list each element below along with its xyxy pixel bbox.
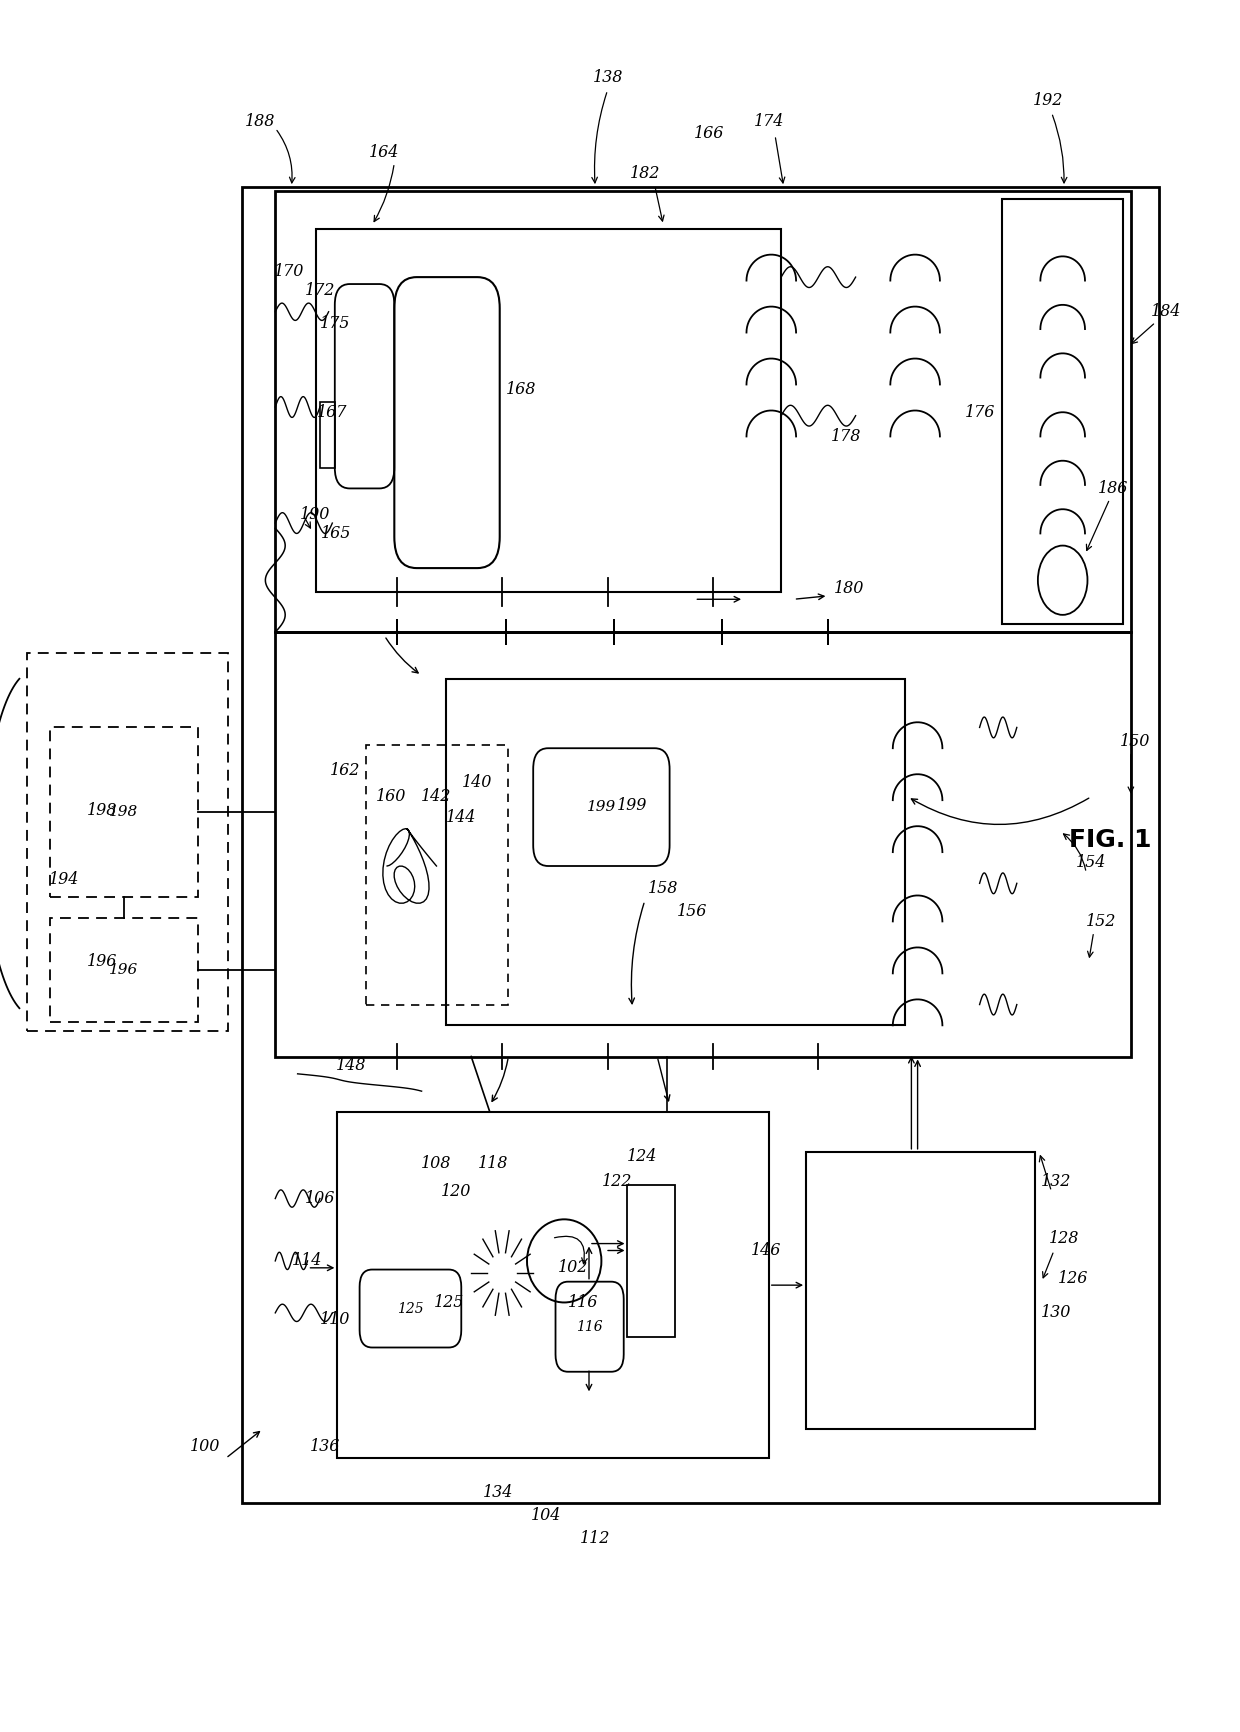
Bar [446, 679, 905, 1025]
Text: 178: 178 [831, 428, 861, 445]
Text: 170: 170 [274, 263, 304, 281]
Text: 188: 188 [246, 113, 275, 130]
Text: 106: 106 [305, 1190, 335, 1207]
Text: 122: 122 [603, 1173, 632, 1190]
Text: 175: 175 [320, 315, 350, 333]
Text: 146: 146 [751, 1242, 781, 1259]
Text: 180: 180 [835, 580, 864, 598]
Text: 186: 186 [1099, 480, 1128, 497]
Bar [242, 187, 1159, 1503]
Text: 164: 164 [370, 144, 399, 161]
Text: 172: 172 [305, 282, 335, 300]
Text: 124: 124 [627, 1148, 657, 1166]
Bar [337, 1112, 769, 1458]
Text: 140: 140 [463, 774, 492, 792]
Text: 158: 158 [649, 880, 678, 897]
Text: 199: 199 [587, 800, 616, 814]
Bar [366, 745, 508, 1005]
Text: 190: 190 [300, 506, 330, 523]
Text: 104: 104 [531, 1507, 560, 1524]
Bar [50, 918, 198, 1022]
Text: 160: 160 [376, 788, 405, 805]
Text: 148: 148 [336, 1057, 366, 1074]
Text: 176: 176 [965, 404, 994, 421]
Bar [275, 191, 1131, 632]
Text: 150: 150 [1120, 733, 1149, 750]
Text: 184: 184 [1151, 303, 1180, 320]
Text: 162: 162 [330, 762, 360, 779]
Text: 108: 108 [422, 1155, 451, 1173]
Bar [275, 632, 1131, 1057]
Text: 112: 112 [580, 1529, 610, 1547]
Text: 196: 196 [109, 963, 139, 977]
Bar [316, 229, 781, 592]
Text: 198: 198 [87, 802, 117, 819]
Text: FIG. 1: FIG. 1 [1069, 828, 1151, 852]
Text: 125: 125 [434, 1294, 464, 1311]
Text: 100: 100 [190, 1438, 219, 1455]
Text: 167: 167 [317, 404, 347, 421]
Text: 126: 126 [1058, 1270, 1087, 1287]
Text: 152: 152 [1086, 913, 1116, 930]
Text: 154: 154 [1076, 854, 1106, 871]
Bar [27, 653, 228, 1031]
Text: 142: 142 [422, 788, 451, 805]
Text: 165: 165 [321, 525, 351, 542]
Text: 116: 116 [575, 1320, 603, 1334]
Text: 136: 136 [310, 1438, 340, 1455]
Text: 128: 128 [1049, 1230, 1079, 1247]
Text: 144: 144 [446, 809, 476, 826]
Text: 118: 118 [479, 1155, 508, 1173]
Text: 168: 168 [506, 381, 536, 398]
Text: 194: 194 [50, 871, 79, 889]
Text: 199: 199 [618, 797, 647, 814]
Text: 166: 166 [694, 125, 724, 142]
Text: 120: 120 [441, 1183, 471, 1200]
Text: 102: 102 [558, 1259, 588, 1276]
Text: 125: 125 [397, 1302, 424, 1316]
Text: 110: 110 [320, 1311, 350, 1328]
Text: 156: 156 [677, 902, 707, 920]
Text: 174: 174 [754, 113, 784, 130]
Text: 114: 114 [293, 1252, 322, 1270]
Text: 182: 182 [630, 165, 660, 182]
Text: 198: 198 [109, 805, 139, 819]
Bar [1002, 199, 1123, 624]
Text: 130: 130 [1042, 1304, 1071, 1322]
Bar [627, 1185, 675, 1337]
Bar [50, 727, 198, 897]
Bar [806, 1152, 1035, 1429]
Text: 132: 132 [1042, 1173, 1071, 1190]
Text: 134: 134 [484, 1484, 513, 1502]
Text: 196: 196 [87, 953, 117, 970]
Text: 116: 116 [568, 1294, 598, 1311]
Text: 138: 138 [593, 69, 622, 87]
Text: 192: 192 [1033, 92, 1063, 109]
Bar [320, 402, 335, 468]
